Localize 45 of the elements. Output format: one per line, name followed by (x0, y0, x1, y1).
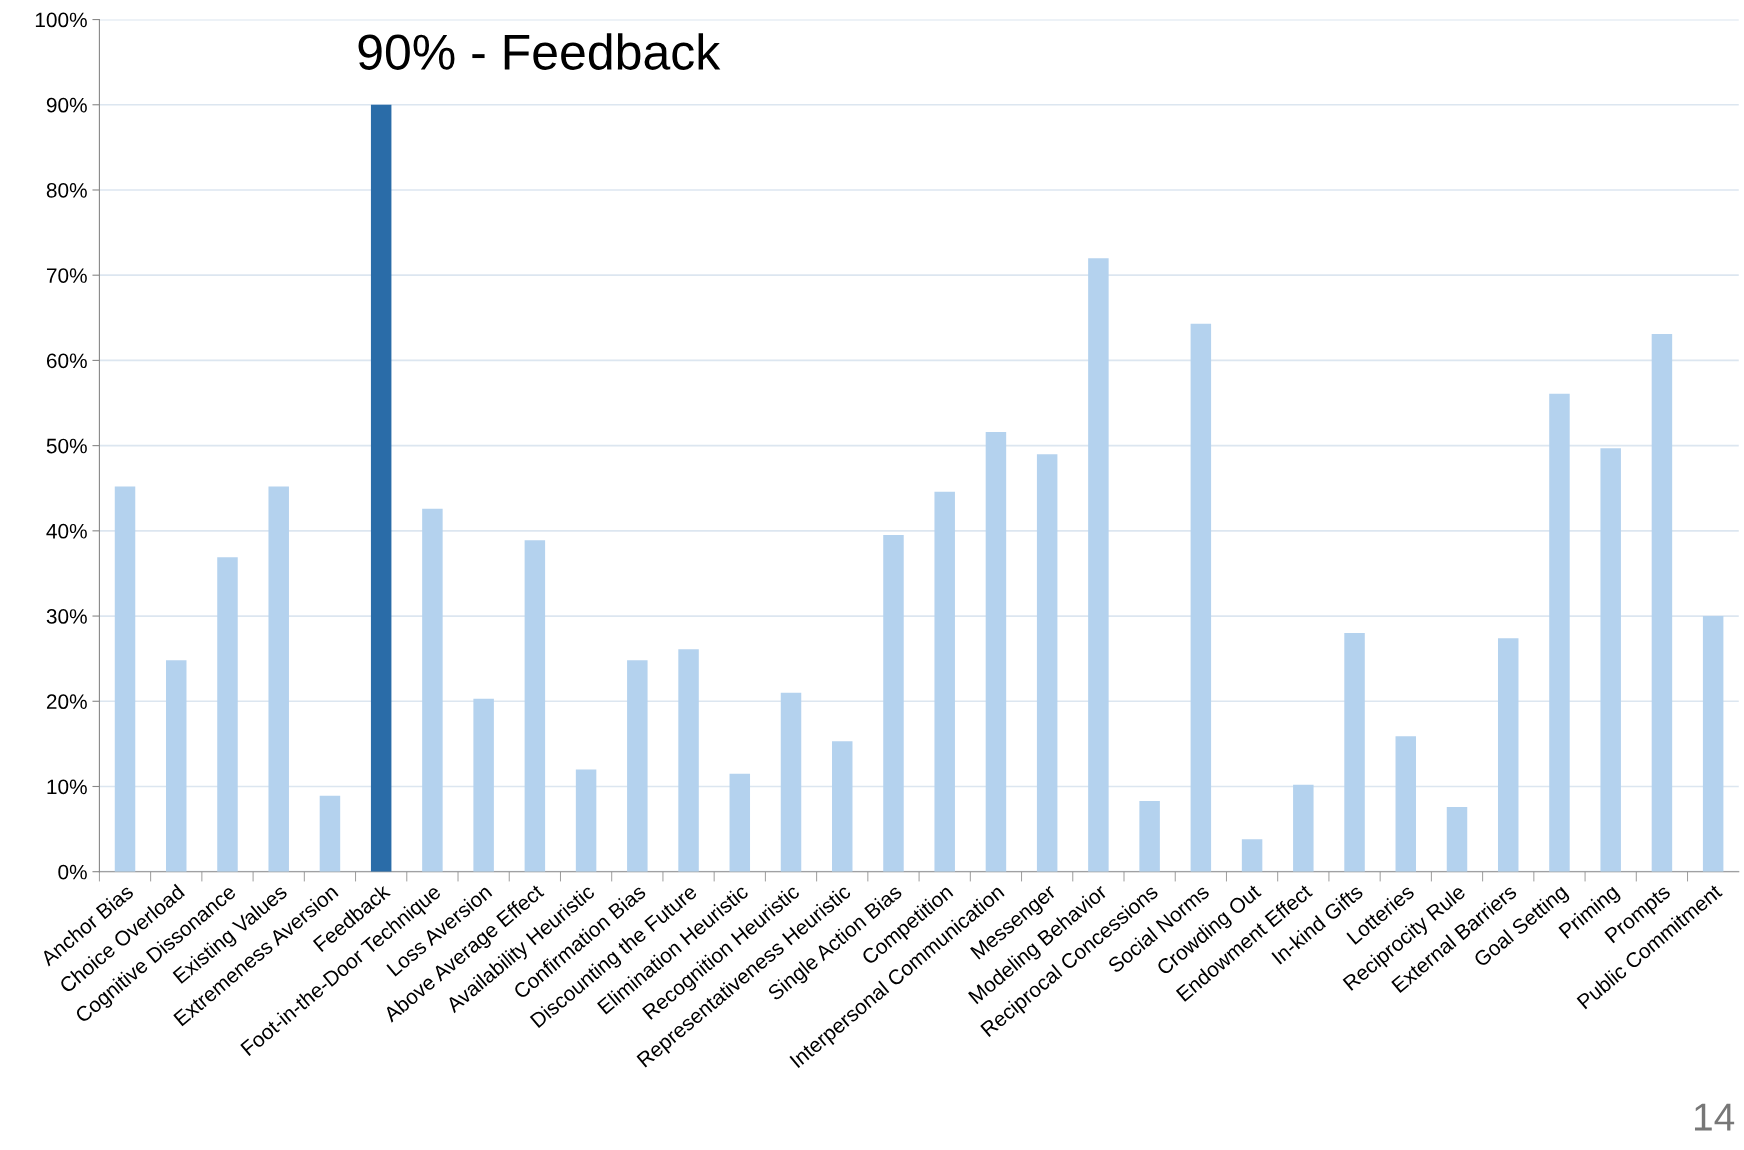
bar (1293, 784, 1314, 872)
bar (832, 741, 853, 872)
y-tick-label: 50% (46, 438, 87, 454)
y-tick-label: 60% (46, 353, 87, 369)
bar (1241, 839, 1263, 872)
bar (524, 540, 546, 872)
bar (217, 557, 238, 872)
bar (1088, 258, 1109, 872)
bar (627, 660, 648, 872)
annotation: 90% - Feedback (358, 33, 721, 70)
bar (166, 660, 187, 872)
bar (114, 486, 136, 872)
bar (780, 692, 802, 872)
bar (985, 431, 1007, 872)
bar (575, 769, 597, 872)
y-tick-label: 20% (46, 694, 87, 710)
bar (1702, 616, 1724, 872)
bar (1139, 800, 1160, 872)
bar (934, 491, 955, 872)
y-tick-label: 10% (47, 779, 87, 795)
y-tick-label: 30% (46, 609, 87, 624)
bar (1446, 806, 1468, 872)
bar (422, 508, 443, 872)
bar (370, 104, 392, 872)
bar (1600, 448, 1621, 872)
bar (473, 698, 494, 872)
bar (319, 795, 341, 872)
bar (1395, 736, 1417, 872)
bar (1036, 454, 1058, 872)
bar (1651, 333, 1673, 872)
y-tick-label: 0% (58, 864, 87, 880)
bar (1549, 393, 1570, 872)
text: 14 (1694, 1103, 1735, 1131)
y-tick-label: 40% (46, 523, 87, 539)
y-tick-label: 70% (46, 268, 87, 283)
bar (1190, 323, 1212, 872)
bar (1497, 638, 1519, 872)
bar (268, 486, 289, 872)
y-tick-label: 90% (46, 97, 87, 113)
y-tick-label: 80% (46, 182, 87, 198)
bar (883, 535, 904, 872)
bar (678, 649, 699, 872)
y-tick-label: 100% (35, 12, 87, 28)
bar (729, 773, 751, 872)
bar (1344, 633, 1365, 872)
